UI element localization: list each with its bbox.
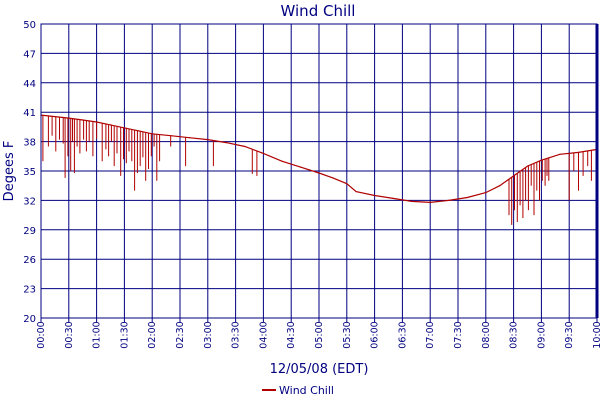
- y-axis-label: Degees F: [2, 141, 17, 202]
- x-tick-label: 01:00: [92, 321, 103, 348]
- data-point: [355, 191, 357, 193]
- data-point: [540, 159, 543, 161]
- data-point: [262, 152, 264, 154]
- data-point: [207, 139, 209, 141]
- data-point: [82, 119, 84, 121]
- data-point: [346, 183, 348, 185]
- data-point: [429, 201, 431, 203]
- data-point: [392, 197, 394, 199]
- y-tick-label: 47: [23, 49, 36, 60]
- y-axis-ticks: 20 23 26 29 32 35 38 41 44 47 50: [23, 20, 36, 325]
- data-point: [332, 177, 334, 179]
- y-tick-label: 38: [23, 138, 36, 149]
- y-tick-label: 20: [23, 314, 36, 325]
- x-axis-ticks: 00:00 00:30 01:00 01:30 02:00 02:30 03:00 03:30…: [36, 321, 600, 348]
- x-tick-label: 02:00: [147, 321, 158, 348]
- x-axis-label: 12/05/08 (EDT): [270, 362, 369, 377]
- data-point: [499, 185, 501, 187]
- x-tick-label: 03:00: [203, 321, 214, 348]
- data-point: [448, 199, 450, 201]
- data-point: [109, 124, 112, 126]
- data-point: [137, 130, 139, 132]
- data-point: [466, 196, 468, 199]
- x-tick-label: 06:00: [370, 321, 381, 348]
- data-point: [559, 153, 561, 155]
- x-tick-label: 01:30: [119, 321, 130, 348]
- data-point: [299, 166, 302, 168]
- y-tick-label: 50: [23, 20, 36, 31]
- x-tick-label: 03:30: [231, 321, 242, 348]
- x-tick-label: 02:30: [175, 321, 186, 348]
- legend: Wind Chill: [262, 384, 334, 397]
- x-tick-label: 09:00: [536, 321, 547, 348]
- x-tick-label: 05:00: [314, 321, 325, 348]
- y-tick-label: 23: [23, 285, 36, 296]
- data-point: [244, 145, 246, 148]
- data-point: [151, 133, 153, 135]
- data-point: [513, 175, 515, 177]
- data-point: [526, 165, 529, 167]
- x-tick-label: 07:00: [425, 321, 436, 348]
- data-point: [485, 192, 487, 194]
- series-line-wind-chill: [40, 114, 598, 204]
- x-tick-label: 09:30: [564, 321, 575, 348]
- y-tick-label: 44: [23, 79, 36, 90]
- data-point: [123, 127, 125, 129]
- y-tick-label: 29: [23, 226, 36, 237]
- legend-label: Wind Chill: [279, 384, 334, 397]
- x-tick-label: 10:00: [592, 321, 600, 348]
- data-point: [225, 142, 227, 144]
- x-tick-label: 00:30: [64, 321, 75, 348]
- y-tick-label: 35: [23, 167, 36, 178]
- x-tick-label: 08:30: [509, 321, 520, 348]
- chart-title: Wind Chill: [281, 2, 356, 20]
- x-tick-label: 07:30: [453, 321, 464, 348]
- x-tick-label: 00:00: [36, 321, 47, 348]
- x-tick-label: 08:00: [481, 321, 492, 348]
- data-point: [281, 160, 283, 162]
- y-tick-label: 26: [23, 255, 36, 266]
- series-layer: [40, 114, 598, 225]
- data-point: [411, 200, 413, 202]
- y-tick-label: 32: [23, 196, 36, 207]
- x-tick-label: 05:30: [342, 321, 353, 348]
- data-point: [318, 172, 320, 174]
- data-point: [49, 115, 51, 117]
- x-tick-label: 04:30: [286, 321, 297, 348]
- data-point: [188, 137, 190, 139]
- data-point: [374, 194, 376, 197]
- x-tick-label: 06:30: [397, 321, 408, 348]
- y-tick-label: 41: [23, 108, 36, 119]
- data-point: [68, 117, 70, 119]
- x-tick-label: 04:00: [258, 321, 269, 348]
